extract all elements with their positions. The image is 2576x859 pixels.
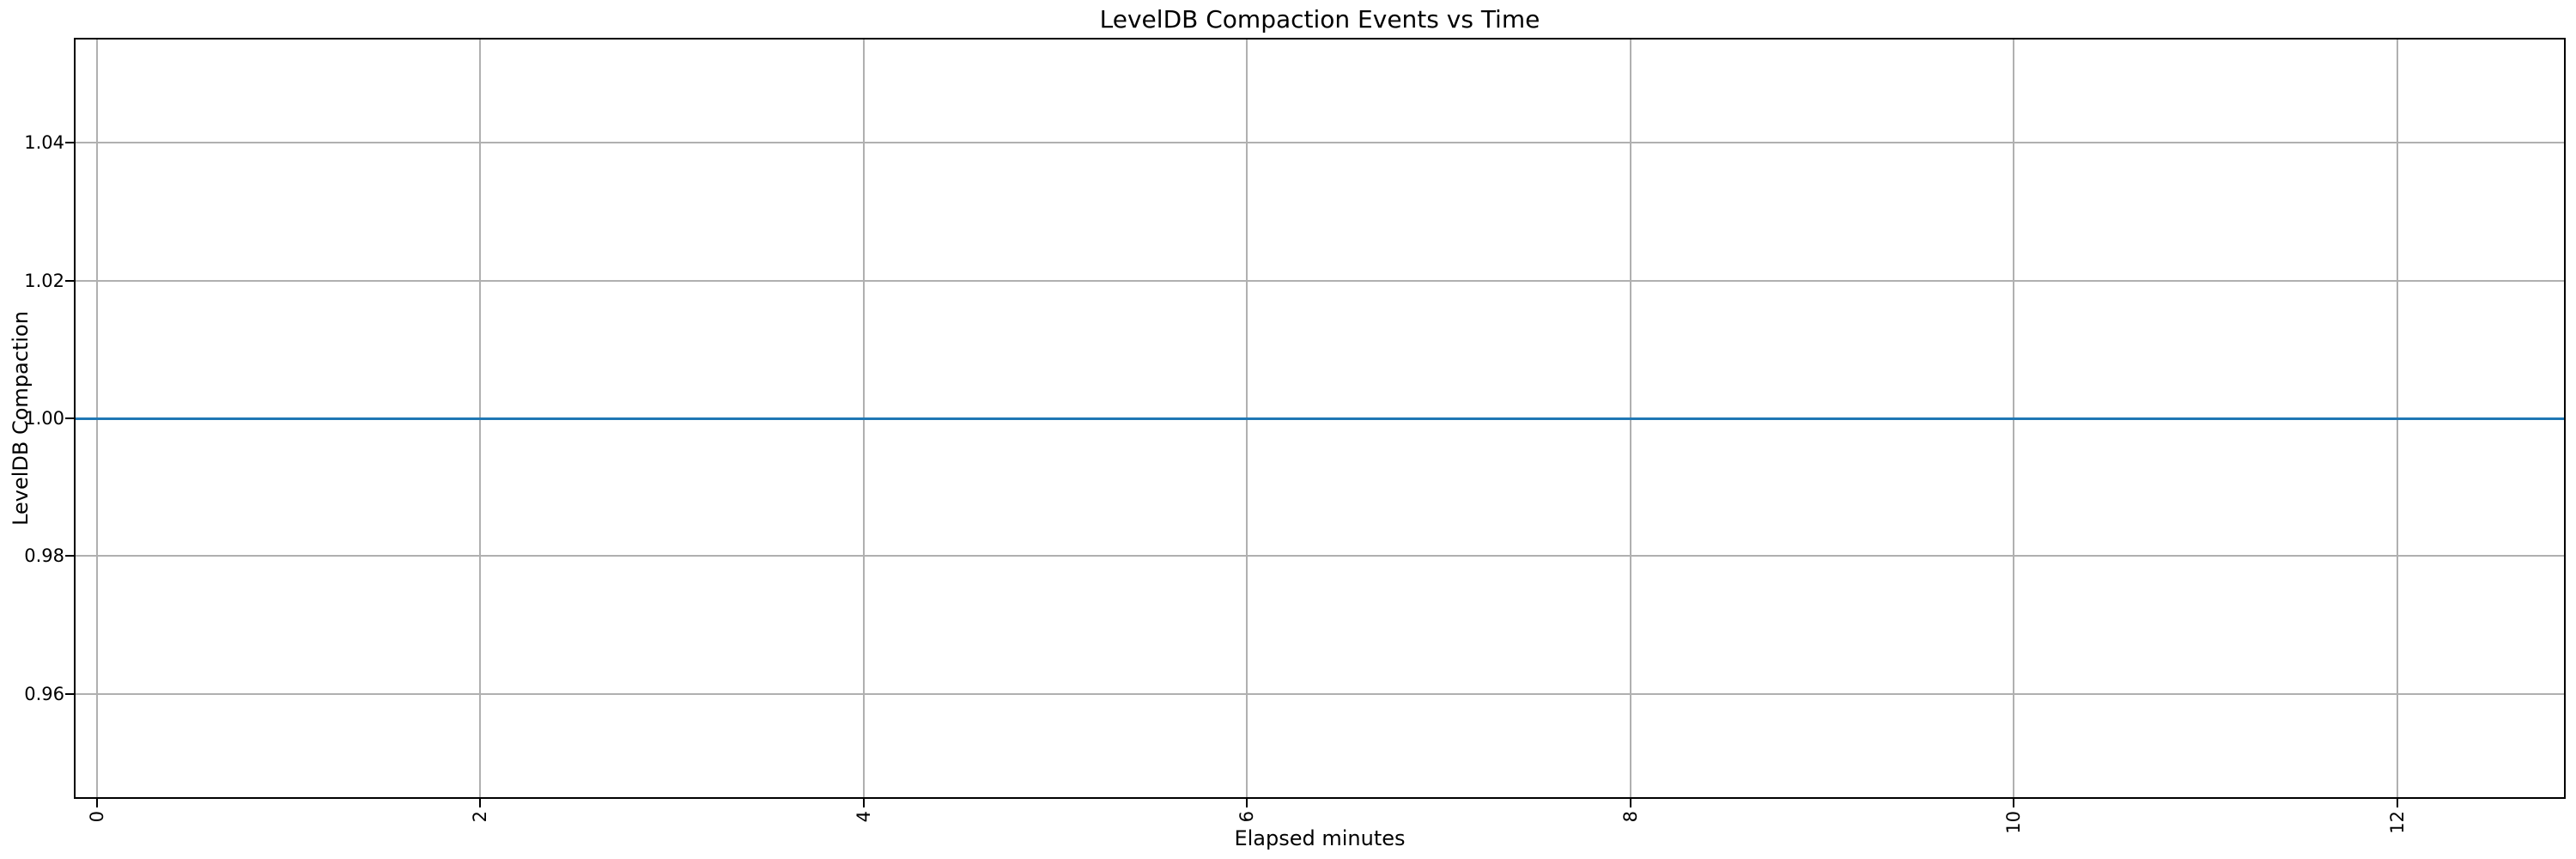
x-tick-label: 6 (1236, 811, 1258, 823)
x-tick-mark (479, 799, 482, 807)
y-tick-mark (65, 142, 74, 144)
y-tick-mark (65, 279, 74, 282)
y-gridline (76, 692, 2564, 695)
y-tick-mark (65, 692, 74, 695)
y-tick-label: 0.98 (24, 545, 64, 567)
y-tick-mark (65, 555, 74, 557)
x-tick-label: 0 (86, 811, 107, 823)
x-tick-label: 2 (470, 811, 491, 823)
y-gridline (76, 555, 2564, 557)
y-tick-label: 0.96 (24, 683, 64, 704)
y-tick-label: 1.02 (24, 270, 64, 291)
x-tick-mark (2396, 799, 2398, 807)
x-tick-label: 8 (1619, 811, 1641, 823)
x-tick-mark (2013, 799, 2015, 807)
x-tick-label: 10 (2003, 811, 2025, 834)
x-tick-label: 4 (853, 811, 874, 823)
y-tick-label: 1.00 (24, 408, 64, 429)
y-tick-label: 1.04 (24, 132, 64, 154)
x-tick-mark (862, 799, 865, 807)
chart-title: LevelDB Compaction Events vs Time (1099, 5, 1540, 34)
x-axis-label: Elapsed minutes (1234, 826, 1406, 850)
x-tick-label: 12 (2386, 811, 2408, 834)
series-line (76, 417, 2564, 420)
x-tick-mark (95, 799, 98, 807)
plot-area (74, 38, 2566, 799)
x-tick-mark (1246, 799, 1249, 807)
y-gridline (76, 142, 2564, 144)
x-tick-mark (1629, 799, 1631, 807)
y-tick-mark (65, 417, 74, 419)
y-gridline (76, 279, 2564, 282)
